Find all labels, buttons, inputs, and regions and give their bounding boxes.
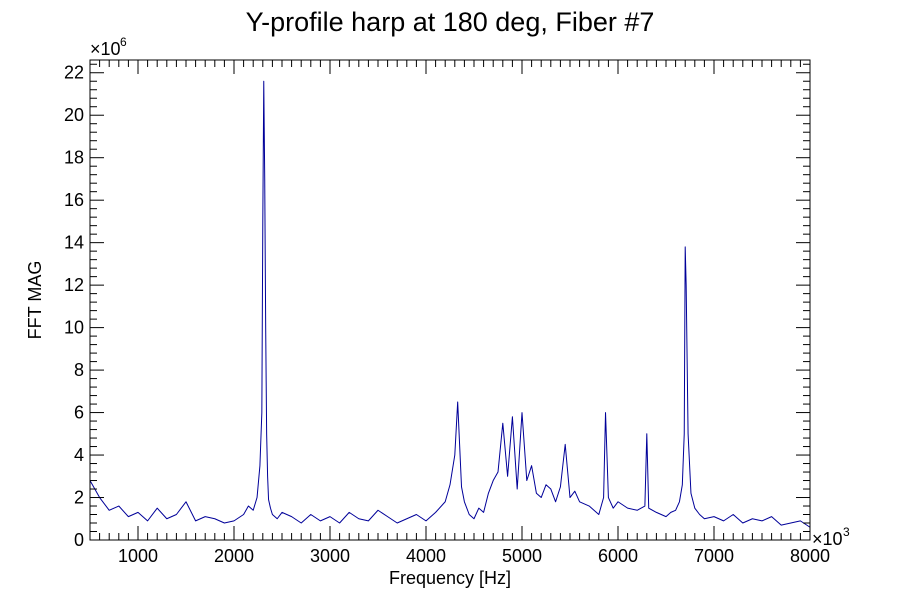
x-axis-multiplier: ×10 [812,529,843,549]
y-tick-label: 12 [64,275,84,295]
chart-title: Y-profile harp at 180 deg, Fiber #7 [246,7,655,37]
x-tick-label: 6000 [598,546,638,566]
x-tick-label: 8000 [790,546,830,566]
axis-ticks [89,60,811,541]
y-tick-label: 22 [64,63,84,83]
y-tick-label: 20 [64,105,84,125]
y-tick-label: 6 [74,403,84,423]
series-line-0 [89,80,811,528]
y-tick-label: 10 [64,318,84,338]
y-tick-label: 14 [64,233,84,253]
y-tick-label: 8 [74,360,84,380]
x-axis-label: Frequency [Hz] [389,568,511,588]
x-tick-label: 1000 [118,546,158,566]
x-tick-label: 4000 [406,546,446,566]
y-tick-label: 2 [74,488,84,508]
x-tick-label: 7000 [694,546,734,566]
x-tick-label: 5000 [502,546,542,566]
axis-tick-labels: 1000 2000 3000 4000 5000 6000 7000 8000 0 2 4 6 8 10 1… [64,63,830,566]
plot-frame [89,59,811,541]
y-tick-label: 16 [64,190,84,210]
data-series [89,80,811,528]
y-axis-multiplier: ×10 [90,39,121,59]
x-axis-multiplier-exponent: 3 [843,525,850,539]
y-tick-label: 4 [74,445,84,465]
y-tick-label: 18 [64,148,84,168]
x-tick-label: 2000 [214,546,254,566]
y-tick-label: 0 [74,530,84,550]
y-axis-multiplier-exponent: 6 [120,35,127,49]
x-tick-label: 3000 [310,546,350,566]
y-axis-label: FFT MAG [25,261,45,340]
